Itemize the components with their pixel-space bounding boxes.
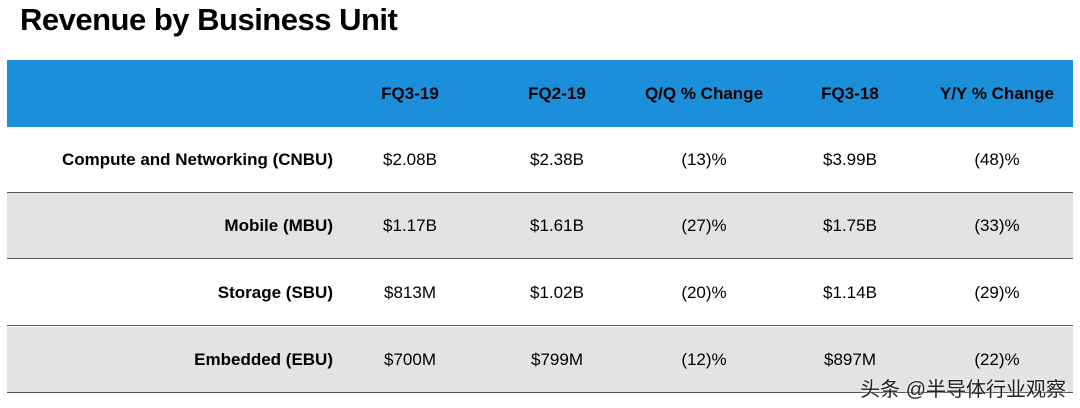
table-cell: $1.17B (383, 216, 437, 235)
row-label: Storage (SBU) (217, 283, 333, 302)
table-cell: $799M (531, 350, 583, 369)
table-row (7, 127, 1073, 193)
column-header: Q/Q % Change (644, 84, 764, 103)
column-header: FQ2-19 (528, 84, 586, 103)
table-cell: $1.02B (530, 283, 584, 302)
column-header: FQ3-18 (821, 84, 879, 103)
table-cell: (29)% (974, 283, 1020, 302)
table-cell: $3.99B (823, 150, 877, 169)
table-cell: $813M (384, 283, 436, 302)
table-cell: (27)% (681, 216, 727, 235)
table-cell: (22)% (974, 350, 1020, 369)
table-cell: $897M (824, 350, 876, 369)
column-header: Y/Y % Change (940, 84, 1054, 103)
column-header: FQ3-19 (381, 84, 439, 103)
row-label: Mobile (MBU) (224, 216, 333, 235)
row-label: Embedded (EBU) (194, 350, 333, 369)
table-cell: $1.75B (823, 216, 877, 235)
table-cell: $2.38B (530, 150, 584, 169)
watermark: 头条 @半导体行业观察 (860, 379, 1066, 401)
table-cell: (48)% (974, 150, 1020, 169)
row-label: Compute and Networking (CNBU) (61, 150, 333, 169)
table-cell: $700M (384, 350, 436, 369)
table-cell: $1.61B (530, 216, 584, 235)
table-cell: (33)% (974, 216, 1020, 235)
table-row (7, 327, 1073, 393)
table-header (7, 60, 1073, 127)
page-title: Revenue by Business Unit (20, 2, 398, 37)
table-row (7, 260, 1073, 326)
table-cell: $2.08B (383, 150, 437, 169)
table-cell: (13)% (681, 150, 727, 169)
table-row (7, 193, 1073, 259)
table-cell: (20)% (681, 283, 727, 302)
table-cell: (12)% (681, 350, 727, 369)
table-cell: $1.14B (823, 283, 877, 302)
